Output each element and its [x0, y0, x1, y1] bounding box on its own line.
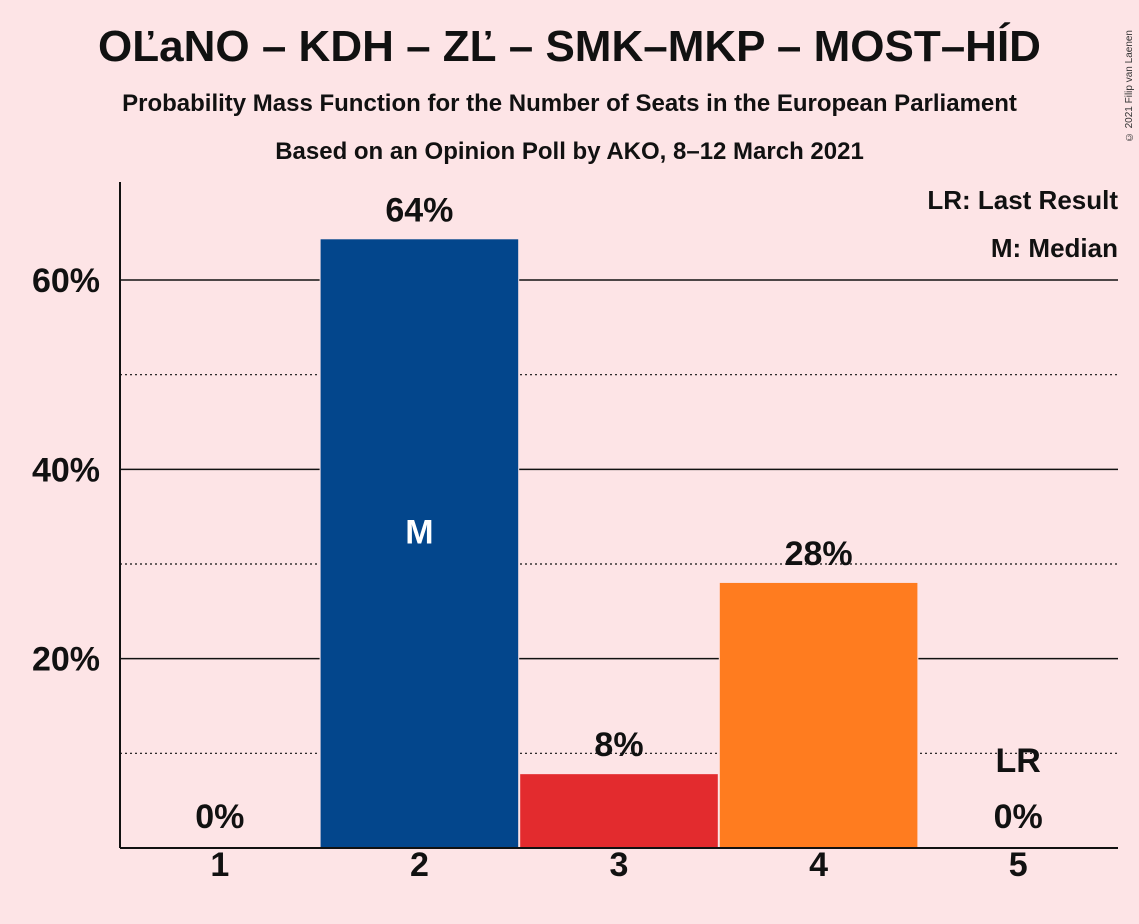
- bars: [319, 237, 919, 848]
- bar-seats-2: [320, 239, 519, 848]
- bar-seats-4: [719, 582, 918, 848]
- gridlines: [120, 279, 1118, 754]
- data-label: 0%: [994, 798, 1043, 836]
- data-label: 8%: [594, 726, 643, 764]
- data-label: 64%: [385, 191, 453, 229]
- bar-seats-3: [520, 774, 718, 848]
- x-tick-label: 3: [610, 846, 629, 884]
- y-tick-label: 40%: [32, 451, 100, 489]
- legend-last-result: LR: Last Result: [927, 185, 1118, 215]
- x-tick-label: 1: [210, 846, 229, 884]
- data-label: 28%: [785, 535, 853, 573]
- chart-title: OĽaNO – KDH – ZĽ – SMK–MKP – MOST–HÍD: [98, 22, 1041, 71]
- bar-labels: 0% 64% M 8% 28% 0% LR: [195, 191, 1043, 836]
- chart-subtitle: Probability Mass Function for the Number…: [122, 90, 1017, 117]
- median-marker: M: [405, 514, 433, 552]
- y-tick-label: 20%: [32, 641, 100, 679]
- last-result-marker: LR: [996, 742, 1041, 780]
- data-label: 0%: [195, 798, 244, 836]
- y-tick-label: 60%: [32, 262, 100, 300]
- legend-median: M: Median: [991, 233, 1118, 263]
- x-tick-label: 2: [410, 846, 429, 884]
- x-tick-label: 5: [1009, 846, 1028, 884]
- axes: 20% 40% 60% 1 2 3 4 5: [32, 182, 1118, 884]
- x-tick-label: 4: [809, 846, 828, 884]
- chart-source: Based on an Opinion Poll by AKO, 8–12 Ma…: [275, 138, 864, 165]
